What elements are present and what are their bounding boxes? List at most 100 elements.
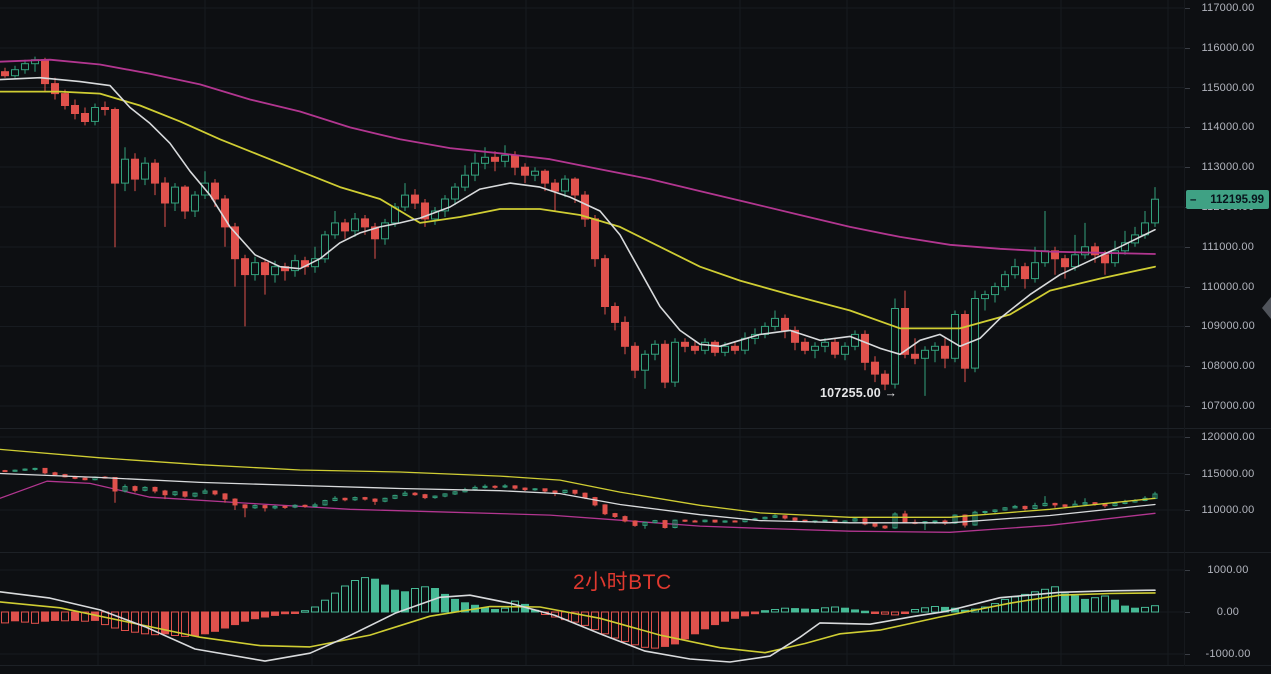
overview-bar-body xyxy=(622,516,628,522)
candle-body xyxy=(421,202,429,220)
macd-bar xyxy=(881,611,889,615)
overview-pane[interactable] xyxy=(0,429,1184,552)
candle-body xyxy=(1091,246,1099,256)
axis-tick xyxy=(1185,287,1190,288)
ma-magenta-line xyxy=(0,58,1156,255)
macd-bar xyxy=(21,611,29,623)
candle-body xyxy=(521,166,529,176)
candle-body xyxy=(951,314,959,359)
axis-collapse-handle[interactable] xyxy=(1262,297,1271,319)
macd-bar xyxy=(181,611,189,637)
candle-body xyxy=(321,234,329,260)
price-axis[interactable]: 117000.00 116000.00 115000.00 114000.00 1130… xyxy=(1184,0,1271,666)
overview-bar-body xyxy=(902,513,908,523)
pane-separator[interactable] xyxy=(0,552,1271,553)
macd-bar xyxy=(841,607,849,613)
candle-body xyxy=(291,260,299,272)
macd-bar xyxy=(71,611,79,621)
candle-body xyxy=(381,222,389,240)
candle-body xyxy=(1101,254,1109,264)
overview-bar-body xyxy=(612,513,618,517)
candle-body xyxy=(341,222,349,232)
macd-bar xyxy=(1111,599,1119,613)
macd-bar xyxy=(141,611,149,635)
macd-bar xyxy=(151,611,159,636)
ma-yellow-line xyxy=(0,90,1156,330)
overview-bar-body xyxy=(12,469,18,472)
candle-body xyxy=(531,170,539,176)
macd-line xyxy=(0,589,1156,663)
macd-bar xyxy=(491,609,499,613)
candle-body xyxy=(651,343,659,355)
candle-body xyxy=(241,258,249,276)
overview-bar-body xyxy=(362,497,368,500)
overview-bar-body xyxy=(422,494,428,499)
macd-bar xyxy=(821,607,829,613)
overview-bar-body xyxy=(212,490,218,495)
axis-tick xyxy=(1185,247,1190,248)
low-price-annotation: 107255.00 → xyxy=(820,386,898,400)
macd-bar xyxy=(611,611,619,639)
macd-bar xyxy=(661,611,669,647)
macd-pane[interactable] xyxy=(0,553,1184,665)
overview-bar-body xyxy=(972,511,978,526)
candle-body xyxy=(491,156,499,162)
price-axis-label: 115000.00 xyxy=(1201,82,1255,94)
candle-body xyxy=(871,361,879,375)
candle-body xyxy=(611,306,619,323)
axis-tick xyxy=(1185,167,1190,168)
candle-body xyxy=(541,170,549,184)
macd-bar xyxy=(11,611,19,622)
macd-bar xyxy=(81,611,89,622)
last-price-value: 112195.99 xyxy=(1210,193,1264,206)
price-axis-label: 111000.00 xyxy=(1201,241,1255,253)
overview-bar-body xyxy=(512,485,518,489)
macd-bar xyxy=(1041,588,1049,613)
macd-bar xyxy=(51,611,59,621)
overview-bar-body xyxy=(1032,505,1038,509)
overview-yellow-line xyxy=(0,448,1156,518)
macd-bar xyxy=(301,610,309,613)
overview-bar-body xyxy=(1102,503,1108,507)
overview-bar-body xyxy=(402,492,408,496)
candle-body xyxy=(151,162,159,184)
candle-body xyxy=(1151,198,1159,224)
overview-bar-body xyxy=(792,517,798,521)
overview-bar-body xyxy=(702,519,708,523)
overview-bar-body xyxy=(382,497,388,502)
macd-bar xyxy=(1101,595,1109,613)
axis-tick xyxy=(1185,406,1190,407)
macd-bar xyxy=(391,589,399,613)
macd-signal-line xyxy=(0,592,1156,654)
candle-body xyxy=(981,294,989,300)
overview-bar-body xyxy=(442,493,448,497)
candle-body xyxy=(81,113,89,122)
overview-bar-body xyxy=(632,520,638,526)
macd-bar xyxy=(901,611,909,614)
macd-bar xyxy=(201,611,209,635)
candle-body xyxy=(571,178,579,196)
macd-bar xyxy=(421,586,429,613)
overview-bar-body xyxy=(192,492,198,497)
pane-separator[interactable] xyxy=(0,428,1271,429)
macd-bar xyxy=(861,610,869,614)
candle-body xyxy=(851,333,859,347)
overview-bar-body xyxy=(222,493,228,500)
candle-body xyxy=(1081,246,1089,256)
candle-body xyxy=(1071,254,1079,268)
macd-bar xyxy=(1121,605,1129,613)
time-axis-strip[interactable] xyxy=(0,666,1271,674)
candle-body xyxy=(71,105,79,114)
main-price-pane[interactable] xyxy=(0,0,1184,428)
macd-bar xyxy=(361,577,369,613)
overview-bar-body xyxy=(352,497,358,501)
candle-body xyxy=(591,218,599,260)
candle-body xyxy=(681,341,689,347)
overview-bar-body xyxy=(822,519,828,522)
overview-bar-body xyxy=(502,485,508,488)
candle-body xyxy=(991,286,999,296)
macd-bar xyxy=(731,611,739,619)
candle-body xyxy=(961,314,969,369)
macd-bar xyxy=(831,606,839,613)
overview-bar-body xyxy=(992,509,998,512)
